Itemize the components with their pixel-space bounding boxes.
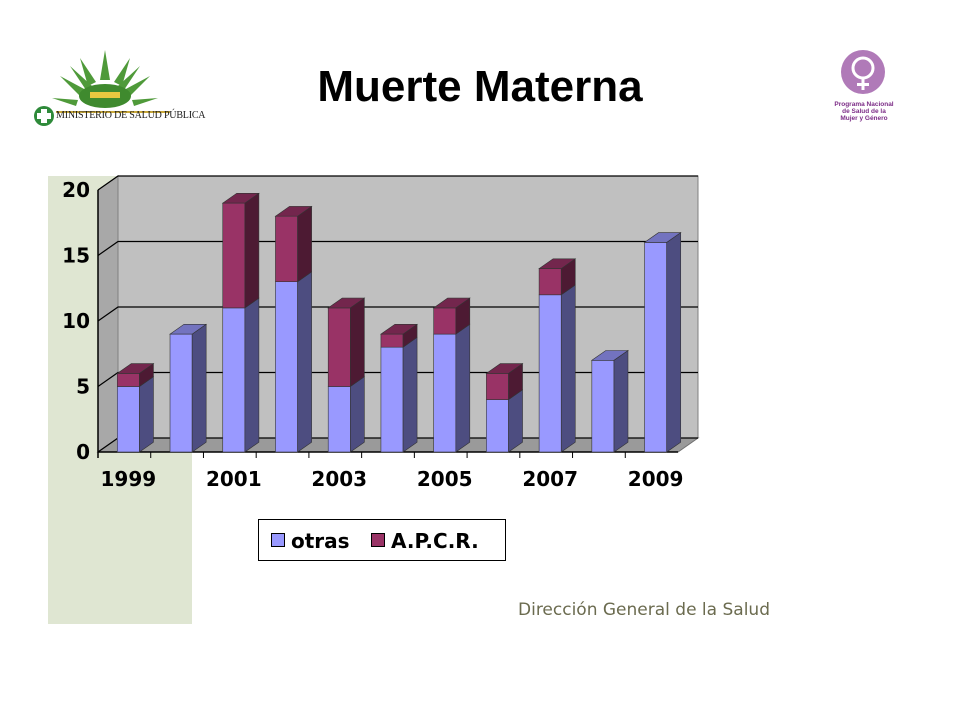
bar-1999-A.P.C.R. — [116, 373, 140, 387]
bar-side-2009-otras — [666, 232, 682, 453]
bar-2004-A.P.C.R. — [380, 333, 404, 348]
source-credit: Dirección General de la Salud — [518, 600, 770, 620]
bar-2006-otras — [486, 399, 509, 453]
y-tick-label: 0 — [76, 440, 90, 464]
x-tick-label: 2003 — [311, 467, 367, 491]
bar-top-2004 — [379, 324, 419, 335]
bar-side-2000-otras — [191, 323, 207, 453]
women-program-line-2: de Salud de la — [842, 108, 886, 115]
bar-2001-otras — [222, 307, 246, 453]
ministry-logo — [34, 50, 170, 126]
bar-top-2007 — [538, 258, 577, 269]
bar-side-2002-otras — [297, 271, 312, 453]
y-tick-label: 20 — [62, 178, 90, 202]
women-program-line-3: Mujer y Género — [840, 115, 888, 122]
bar-side-2003-otras — [350, 376, 365, 453]
bar-top-2000 — [169, 324, 208, 335]
women-program-line-1: Programa Nacional — [834, 101, 894, 108]
x-tick-label: 1999 — [101, 467, 157, 491]
bar-top-2008 — [590, 350, 629, 361]
bar-side-2006-otras — [508, 389, 523, 453]
women-program-logo — [841, 50, 885, 94]
bar-2002-otras — [275, 281, 298, 453]
bar-2008-otras — [591, 360, 615, 453]
bar-side-2001-A.P.C.R. — [244, 192, 260, 309]
x-tick-label: 2009 — [628, 467, 684, 491]
bar-2009-otras — [644, 242, 668, 453]
bar-side-2001-otras — [244, 297, 260, 453]
gridline — [97, 175, 698, 191]
legend-label-apcr: A.P.C.R. — [391, 529, 479, 553]
gridline — [97, 240, 698, 256]
bar-top-1999 — [116, 363, 155, 374]
bar-top-2009 — [643, 232, 682, 243]
legend-item-otras: otras — [271, 529, 350, 553]
x-tick-label: 2005 — [417, 467, 473, 491]
bar-2002-A.P.C.R. — [275, 215, 298, 283]
x-tick-label: 2007 — [522, 467, 578, 491]
bar-top-2006 — [485, 363, 524, 374]
slide-title: Muerte Materna — [317, 62, 643, 111]
legend-item-apcr: A.P.C.R. — [371, 529, 479, 553]
bar-side-2004-otras — [402, 336, 418, 453]
y-tick-label: 10 — [62, 309, 90, 333]
y-tick-label: 15 — [62, 244, 90, 268]
y-tick-label: 5 — [76, 375, 90, 399]
bar-2001-A.P.C.R. — [222, 202, 246, 309]
bar-2006-A.P.C.R. — [486, 373, 509, 400]
bar-2003-A.P.C.R. — [327, 307, 351, 387]
bar-side-2007-otras — [560, 284, 576, 453]
chart-legend: otras A.P.C.R. — [258, 519, 506, 561]
bar-2005-otras — [433, 333, 457, 453]
bar-side-2008-otras — [613, 349, 629, 453]
legend-swatch-otras — [271, 533, 285, 547]
bar-side-1999-otras — [139, 376, 154, 453]
legend-label-otras: otras — [291, 529, 350, 553]
bar-side-2005-otras — [455, 323, 471, 453]
bar-2000-otras — [169, 333, 193, 453]
bar-side-2002-A.P.C.R. — [297, 205, 312, 283]
ministry-logo-text: MINISTERIO DE SALUD PÚBLICA — [56, 110, 206, 121]
x-tick-label: 2001 — [206, 467, 262, 491]
bar-side-2003-A.P.C.R. — [350, 297, 365, 388]
bar-top-2001 — [221, 192, 260, 204]
bar-2007-A.P.C.R. — [538, 268, 562, 296]
bar-2004-otras — [380, 346, 404, 453]
bar-2005-A.P.C.R. — [433, 307, 457, 335]
bar-top-2002 — [274, 206, 313, 217]
bar-top-2003 — [327, 297, 366, 309]
gridline — [97, 306, 698, 322]
bar-top-2005 — [432, 297, 471, 309]
women-program-text: Programa Nacional de Salud de la Mujer y… — [822, 101, 906, 122]
legend-swatch-apcr — [371, 533, 385, 547]
bar-2007-otras — [538, 294, 562, 453]
maternal-death-chart: 0 5 10 15 20 1999 2001 2003 2005 2007 2009 — [62, 175, 700, 491]
bar-2003-otras — [327, 386, 351, 453]
bar-1999-otras — [116, 386, 140, 453]
